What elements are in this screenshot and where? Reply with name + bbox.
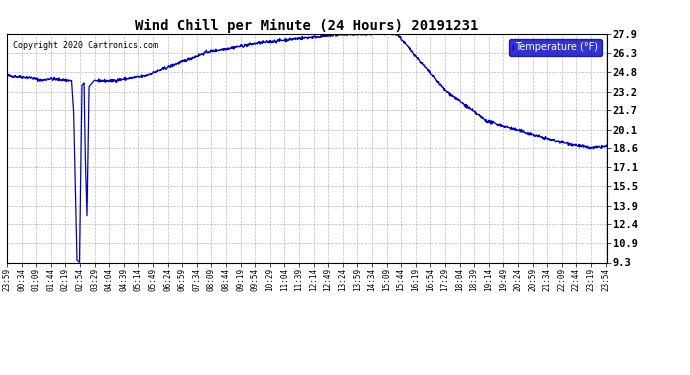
Legend: Temperature (°F): Temperature (°F) (509, 39, 602, 56)
Text: Copyright 2020 Cartronics.com: Copyright 2020 Cartronics.com (13, 40, 158, 50)
Title: Wind Chill per Minute (24 Hours) 20191231: Wind Chill per Minute (24 Hours) 2019123… (135, 18, 479, 33)
